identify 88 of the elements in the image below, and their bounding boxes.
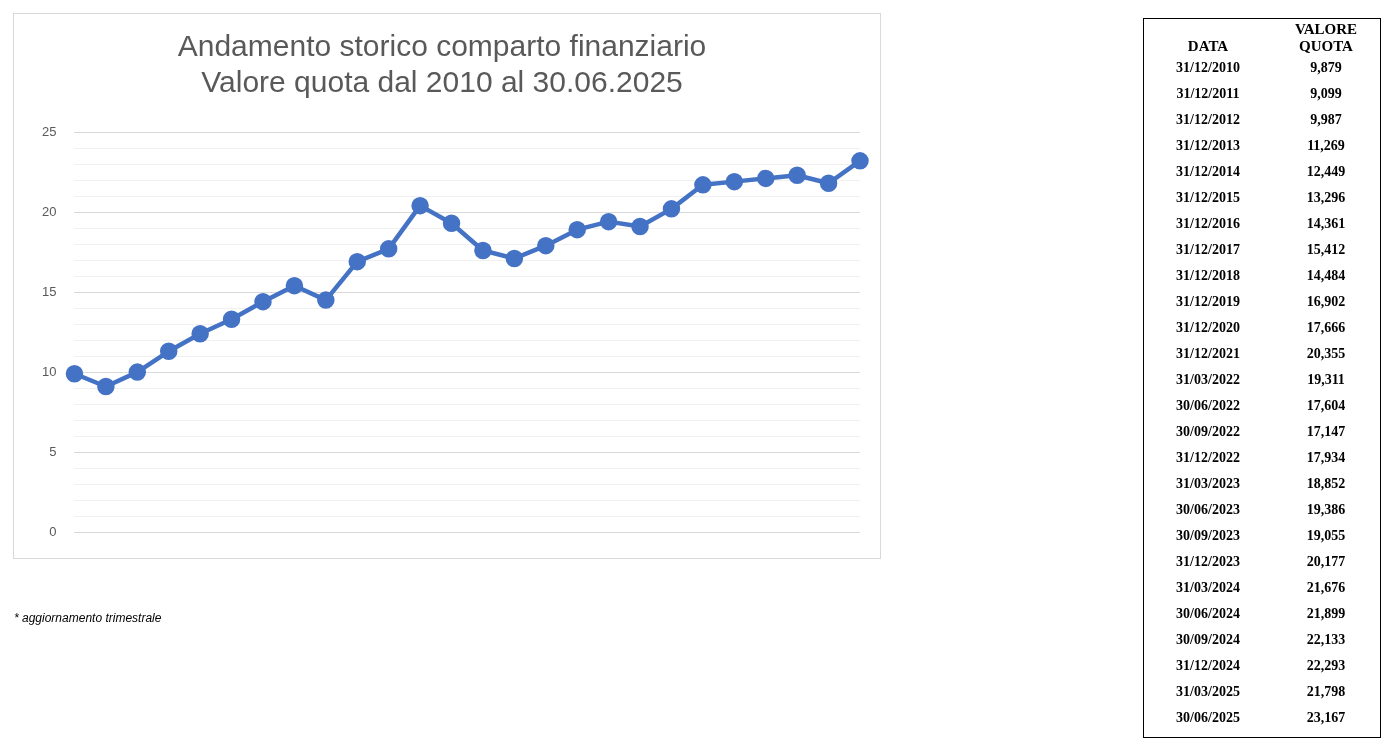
point	[65, 364, 84, 383]
point	[285, 276, 304, 295]
text: 31/12/2019	[1175, 293, 1241, 311]
text: 31/12/2015	[1175, 189, 1241, 207]
y-tick-label: 25	[41, 123, 57, 139]
text: 17,666	[1305, 319, 1347, 337]
text: 20,177	[1305, 553, 1347, 571]
point	[662, 200, 681, 218]
text: 31/12/2011	[1175, 85, 1241, 103]
text: 30/06/2025	[1175, 709, 1241, 727]
point	[97, 377, 115, 396]
text: 31/12/2014	[1175, 163, 1241, 181]
point	[191, 324, 209, 343]
point	[317, 291, 335, 309]
y-tick-label: 15	[41, 283, 57, 299]
text: 31/12/2021	[1175, 345, 1241, 363]
text: 18,852	[1305, 475, 1347, 493]
point	[222, 310, 241, 329]
text: 31/12/2012	[1175, 111, 1241, 129]
point	[537, 236, 555, 255]
y-tick-label: 5	[49, 443, 57, 459]
point	[348, 252, 366, 271]
text: * aggiornamento trimestrale	[14, 611, 162, 625]
text: 17,147	[1305, 423, 1347, 441]
point	[599, 212, 618, 231]
point	[819, 174, 838, 192]
point	[788, 166, 806, 184]
point	[851, 152, 869, 170]
text: 19,386	[1305, 501, 1347, 519]
text: 21,676	[1305, 579, 1347, 597]
y-tick-label: 20	[41, 203, 57, 219]
point	[505, 249, 524, 268]
text: DATA	[1186, 37, 1230, 55]
text: 14,361	[1305, 215, 1347, 233]
text: 20,355	[1305, 345, 1347, 363]
text: 31/12/2013	[1175, 137, 1241, 155]
text: 31/12/2020	[1175, 319, 1241, 337]
text: 13,296	[1305, 189, 1347, 207]
text: 15,412	[1305, 241, 1347, 259]
text: 31/12/2022	[1175, 449, 1241, 467]
text: 31/12/2018	[1175, 267, 1241, 285]
text: 31/12/2010	[1175, 59, 1241, 77]
text: 16,902	[1305, 293, 1347, 311]
text: 30/09/2022	[1175, 423, 1241, 441]
text: 22,293	[1305, 657, 1347, 675]
text: 31/03/2022	[1175, 371, 1241, 389]
point	[474, 241, 492, 260]
text: 31/12/2024	[1175, 657, 1241, 675]
text: 14,484	[1305, 267, 1347, 285]
point	[694, 176, 712, 194]
text: 30/06/2024	[1175, 605, 1241, 623]
point	[128, 363, 147, 381]
point	[631, 217, 649, 236]
text: 12,449	[1305, 163, 1347, 181]
point	[442, 214, 461, 232]
text: 31/03/2024	[1175, 579, 1241, 597]
point	[411, 196, 429, 215]
text: 23,167	[1305, 709, 1347, 727]
text: 21,798	[1305, 683, 1347, 701]
text: 19,311	[1306, 371, 1346, 389]
text: 30/06/2022	[1175, 397, 1241, 415]
text: 21,899	[1305, 605, 1347, 623]
text: 11,269	[1306, 137, 1346, 155]
text: 19,055	[1305, 527, 1347, 545]
point	[254, 292, 272, 311]
text: 9,879	[1309, 59, 1343, 77]
text: 31/03/2023	[1175, 475, 1241, 493]
text: 17,604	[1305, 397, 1347, 415]
point	[568, 220, 586, 239]
text: 31/03/2025	[1175, 683, 1241, 701]
text: 31/12/2017	[1175, 241, 1241, 259]
chart-title: Andamento storico comparto finanziario Valore quota dal 2010 al 30.06.2025	[177, 29, 707, 99]
text: 31/12/2016	[1175, 215, 1241, 233]
text: 30/09/2024	[1175, 631, 1241, 649]
text: 9,099	[1309, 85, 1343, 103]
text: 17,934	[1305, 449, 1347, 467]
point	[756, 169, 775, 188]
point	[379, 240, 398, 258]
text: 9,987	[1309, 111, 1343, 129]
text: 30/06/2023	[1175, 501, 1241, 519]
text: 31/12/2023	[1175, 553, 1241, 571]
y-tick-label: 10	[41, 363, 57, 379]
text: 30/09/2023	[1175, 527, 1241, 545]
text: 22,133	[1305, 631, 1347, 649]
point	[159, 342, 178, 361]
point	[725, 172, 744, 191]
text: VALORE QUOTA	[1293, 21, 1359, 55]
y-tick-label: 0	[49, 523, 57, 539]
